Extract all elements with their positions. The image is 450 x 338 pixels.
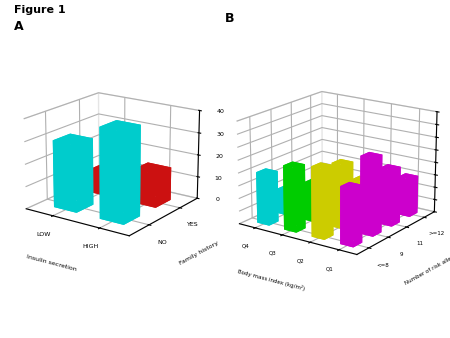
X-axis label: Body mass index (kg/m²): Body mass index (kg/m²) <box>237 268 306 292</box>
Y-axis label: Number of risk alleles: Number of risk alleles <box>404 252 450 286</box>
Text: Figure 1: Figure 1 <box>14 5 65 15</box>
Y-axis label: Family history: Family history <box>178 240 219 266</box>
X-axis label: Insulin secretion: Insulin secretion <box>26 255 77 272</box>
Text: B: B <box>225 12 234 25</box>
Text: A: A <box>14 20 23 33</box>
